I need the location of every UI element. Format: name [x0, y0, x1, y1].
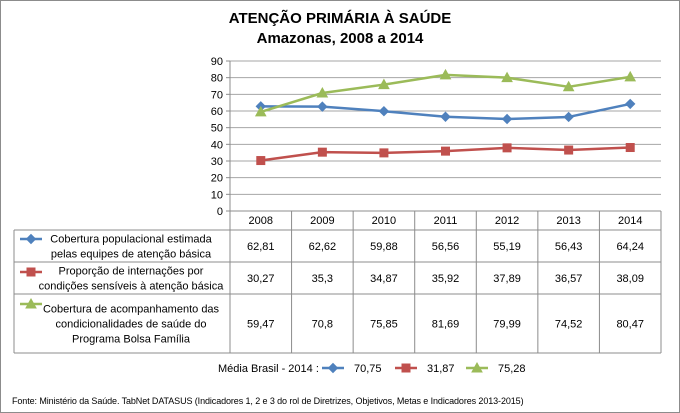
legend-label: Programa Bolsa Família [72, 334, 191, 346]
data-label: 34,87 [370, 273, 398, 285]
data-label: 36,57 [555, 273, 583, 285]
y-tick-label: 70 [211, 89, 223, 101]
data-label: 74,52 [555, 319, 583, 331]
data-label: 38,09 [616, 273, 644, 285]
data-point [624, 70, 637, 82]
y-tick-label: 50 [211, 123, 223, 135]
data-label: 35,92 [432, 273, 460, 285]
chart-title: ATENÇÃO PRIMÁRIA À SAÚDE [228, 10, 452, 27]
legend-key-marker [25, 233, 37, 245]
data-label: 59,88 [370, 241, 398, 253]
brasil-media-value: 70,75 [354, 363, 382, 375]
x-tick-label: 2013 [556, 215, 580, 227]
data-point [317, 101, 328, 112]
source-note: Fonte: Ministério da Saúde. TabNet DATAS… [12, 396, 524, 406]
data-label: 56,43 [555, 241, 583, 253]
data-point [439, 68, 452, 80]
data-label: 81,69 [432, 319, 460, 331]
data-label: 75,85 [370, 319, 398, 331]
x-tick-label: 2012 [495, 215, 519, 227]
legend-key-marker [26, 267, 36, 277]
data-point [564, 145, 574, 155]
y-tick-label: 80 [211, 73, 223, 85]
data-point [440, 111, 451, 122]
y-tick-label: 0 [217, 206, 223, 218]
x-tick-label: 2011 [434, 215, 458, 227]
data-point [256, 156, 266, 166]
brasil-media-value: 75,28 [498, 363, 526, 375]
data-point [441, 146, 450, 156]
data-point [379, 148, 389, 158]
y-tick-label: 10 [211, 189, 223, 201]
data-label: 80,47 [616, 319, 644, 331]
data-label: 59,47 [247, 319, 275, 331]
y-tick-label: 40 [211, 139, 223, 151]
data-point [316, 86, 329, 98]
legend-label: Cobertura de acompanhamento das [43, 304, 220, 316]
brasil-key-marker [327, 362, 339, 374]
data-label: 56,56 [432, 241, 460, 253]
x-tick-label: 2008 [249, 215, 273, 227]
x-tick-label: 2009 [310, 215, 334, 227]
data-label: 79,99 [493, 319, 521, 331]
brasil-media-value: 31,87 [427, 363, 455, 375]
data-label: 62,81 [247, 241, 275, 253]
data-label: 30,27 [247, 273, 275, 285]
x-tick-label: 2010 [372, 215, 396, 227]
data-point [625, 98, 636, 110]
data-label: 62,62 [309, 241, 337, 253]
legend-key-marker [25, 297, 37, 309]
data-point [254, 105, 267, 117]
data-point [317, 147, 327, 157]
data-label: 55,19 [493, 241, 521, 253]
data-label: 35,3 [312, 273, 333, 285]
data-label: 37,89 [493, 273, 521, 285]
x-tick-label: 2014 [618, 215, 642, 227]
data-label: 64,24 [616, 241, 644, 253]
data-point [378, 78, 390, 90]
legend-label: pelas equipes de atenção básica [51, 249, 212, 261]
data-label: 70,8 [312, 319, 333, 331]
y-tick-label: 20 [211, 173, 223, 185]
data-point [502, 143, 512, 153]
y-tick-label: 90 [211, 56, 223, 68]
data-point [563, 111, 574, 123]
y-tick-label: 30 [211, 156, 223, 168]
brasil-key-marker [401, 363, 411, 373]
legend-label: Proporção de internações por [59, 266, 204, 278]
data-point [562, 80, 575, 92]
brasil-media-label: Média Brasil - 2014 : [218, 363, 319, 375]
chart-subtitle: Amazonas, 2008 a 2014 [256, 30, 424, 47]
brasil-key-marker [471, 361, 483, 373]
legend-label: condições sensíveis à atenção básica [39, 281, 225, 293]
data-point [625, 143, 635, 153]
data-point [501, 113, 513, 125]
y-tick-label: 60 [211, 106, 223, 118]
data-point [378, 105, 390, 117]
legend-label: condicionalidades de saúde do [55, 319, 206, 331]
data-point [501, 71, 513, 83]
legend-label: Cobertura populacional estimada [50, 234, 212, 246]
